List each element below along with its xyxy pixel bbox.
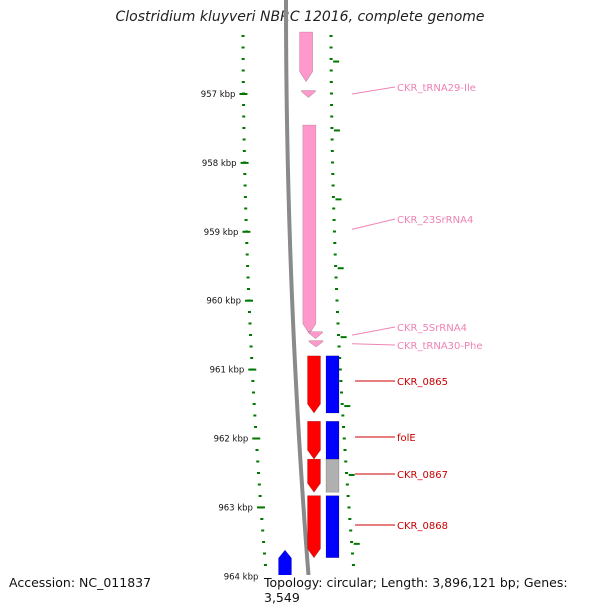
kbp-tick-label: 963 kbp — [218, 503, 253, 513]
rna-CKR_5SrRNA4-label: CKR_5SrRNA4 — [397, 323, 467, 334]
genome-summary: Topology: circular; Length: 3,896,121 bp… — [262, 575, 600, 605]
rna-arrow-CKR_5SrRNA4 — [308, 331, 323, 339]
protein-bar-CKR_0865 — [325, 355, 340, 414]
kbp-tick-label: 964 kbp — [224, 572, 259, 582]
genome-backbone — [284, 0, 313, 600]
kbp-ticks: 957 kbp 958 kbp 959 kbp 960 kbp 961 kbp 962 k… — [201, 90, 271, 582]
kbp-tick-label: 962 kbp — [214, 435, 249, 445]
kbp-tick-label: 958 kbp — [202, 159, 237, 169]
map-title: Clostridium kluyveri NBRC 12016, complet… — [115, 9, 485, 25]
gene-CKR_0868-label: CKR_0868 — [397, 521, 448, 532]
cds-arrow-CKR_0865 — [307, 355, 321, 414]
backbone-line — [284, 0, 313, 600]
rna-CKR_23SrRNA4-leader — [351, 218, 396, 230]
feature-track — [278, 31, 340, 600]
kbp-tick-label: 961 kbp — [210, 366, 245, 376]
kbp-tick-label: 960 kbp — [206, 297, 241, 307]
rna-CKR_5SrRNA4-leader — [351, 326, 396, 336]
rna-arrow-CKR_tRNA29-Ile — [301, 90, 316, 98]
rna-CKR_tRNA29-Ile-label: CKR_tRNA29-Ile — [397, 83, 476, 94]
rna-arrow-CKR_23SrRNA4 — [302, 124, 317, 335]
protein-bar-CKR_0867 — [325, 458, 340, 493]
protein-bar-folE — [325, 420, 340, 460]
position-rulers — [241, 35, 360, 589]
rna-arrow-CKR_tRNA30-Phe — [308, 340, 324, 348]
kbp-tick-label: 959 kbp — [204, 228, 239, 238]
cds-arrow-CKR_0867 — [307, 458, 321, 493]
gene-folE-label: folE — [397, 433, 416, 444]
protein-bar-CKR_0868 — [325, 495, 340, 558]
rna-CKR_tRNA30-Phe-label: CKR_tRNA30-Phe — [397, 341, 483, 352]
feature-labels: CKR_tRNA29-Ile CKR_23SrRNA4 CKR_5SrRNA4 CKR… — [351, 83, 483, 532]
accession-label: Accession: NC_011837 — [9, 575, 152, 590]
cds-arrow-CKR_0868 — [307, 495, 321, 559]
gene-CKR_0867-label: CKR_0867 — [397, 470, 448, 481]
rna-CKR_tRNA30-Phe-leader — [351, 343, 396, 346]
kbp-tick-label: 957 kbp — [201, 90, 236, 100]
rna-CKR_23SrRNA4-label: CKR_23SrRNA4 — [397, 215, 473, 226]
cds-arrow-folE — [307, 420, 321, 460]
rna-CKR_tRNA29-Ile-leader — [351, 86, 396, 95]
rna-arrow-rrna-23s-upstream — [299, 31, 313, 83]
gene-CKR_0865-label: CKR_0865 — [397, 377, 448, 388]
